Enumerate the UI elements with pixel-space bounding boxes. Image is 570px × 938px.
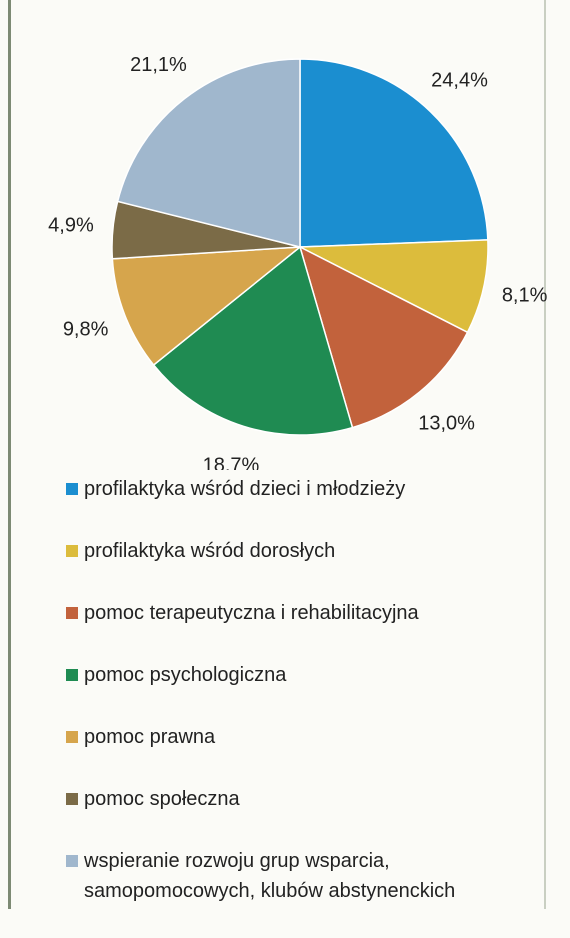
pie-slice [116, 58, 301, 248]
data-label: 8,1% [502, 285, 548, 307]
legend-label: pomoc prawna [84, 726, 216, 748]
pie-slice [152, 245, 354, 436]
data-label: 13,0% [418, 412, 475, 434]
pie-slice [299, 58, 489, 248]
legend-item: profilaktyka wśród dorosłych [66, 536, 506, 566]
legend-item: pomoc prawna [66, 722, 506, 752]
legend-swatch [66, 669, 78, 681]
chart: 24,4% 8,1% 13,0% 18,7% 9,8% 4,9% 21,1% [48, 54, 548, 470]
legend-swatch [66, 545, 78, 557]
pie-slice [111, 246, 303, 367]
legend-label: pomoc terapeutyczna i rehabilitacyjna [84, 602, 419, 624]
legend-swatch [66, 855, 78, 867]
data-label: 21,1% [130, 54, 187, 76]
legend-item: pomoc społeczna [66, 784, 506, 814]
pie-slice [297, 239, 489, 334]
page: 24,4% 8,1% 13,0% 18,7% 9,8% 4,9% 21,1% profila… [8, 0, 548, 909]
frame [8, 0, 546, 909]
legend-swatch [66, 793, 78, 805]
legend-swatch [66, 731, 78, 743]
legend-label: pomoc społeczna [84, 788, 240, 810]
legend-swatch [66, 483, 78, 495]
data-label: 9,8% [63, 319, 109, 341]
data-label: 24,4% [431, 70, 488, 92]
legend-item: profilaktyka wśród dzieci i młodzieży [66, 474, 506, 504]
legend-label: profilaktyka wśród dzieci i młodzieży [84, 478, 406, 500]
legend-item: wspieranie rozwoju grup wsparcia, samopo… [66, 846, 506, 906]
data-label: 18,7% [203, 455, 260, 470]
legend-label: profilaktyka wśród dorosłych [84, 540, 336, 562]
legend-item: pomoc psychologiczna [66, 660, 506, 690]
legend-label: pomoc psychologiczna [84, 664, 287, 686]
pie-slice [298, 245, 469, 429]
legend-label: wspieranie rozwoju grup wsparcia, samopo… [84, 850, 456, 902]
data-label: 4,9% [48, 214, 94, 236]
legend: profilaktyka wśród dzieci i młodzieży pro… [66, 474, 506, 938]
legend-item: pomoc terapeutyczna i rehabilitacyjna [66, 598, 506, 628]
legend-swatch [66, 607, 78, 619]
